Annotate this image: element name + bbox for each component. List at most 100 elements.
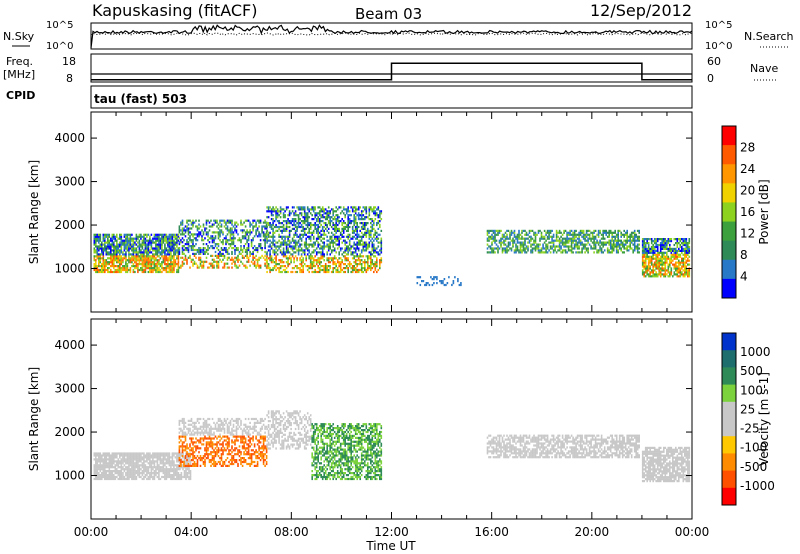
- cell: [219, 252, 221, 255]
- cell: [210, 235, 212, 238]
- cell: [348, 239, 351, 242]
- cell: [290, 229, 292, 232]
- cell: [521, 237, 523, 240]
- cell: [360, 268, 363, 272]
- cell: [374, 233, 377, 236]
- cell: [259, 233, 262, 236]
- cell: [146, 245, 148, 248]
- cell: [627, 249, 630, 252]
- cell: [176, 245, 178, 248]
- cell: [162, 237, 165, 240]
- cell: [238, 250, 241, 254]
- cell: [137, 270, 139, 274]
- cell: [354, 270, 357, 274]
- cell: [140, 452, 142, 455]
- cell: [123, 267, 126, 270]
- cell: [356, 270, 358, 274]
- cell: [253, 219, 256, 222]
- cell: [98, 249, 100, 252]
- cell: [102, 270, 105, 274]
- cell: [356, 268, 358, 272]
- cell: [128, 261, 130, 264]
- cell: [266, 216, 268, 219]
- cell: [687, 259, 689, 262]
- cell: [380, 243, 383, 246]
- cell: [333, 255, 336, 258]
- cell: [636, 237, 639, 240]
- cell: [284, 243, 286, 246]
- cell: [302, 249, 304, 252]
- cell: [365, 247, 368, 250]
- cell: [108, 477, 111, 481]
- cell: [675, 253, 677, 256]
- cell: [338, 245, 340, 248]
- cell: [176, 239, 178, 242]
- cell: [138, 456, 141, 459]
- cell: [252, 254, 254, 257]
- cell: [288, 239, 291, 242]
- cell: [635, 235, 637, 238]
- cell: [623, 233, 625, 236]
- cell: [104, 456, 106, 459]
- cell: [202, 223, 205, 226]
- cell: [560, 245, 562, 248]
- cell: [494, 241, 496, 244]
- cell: [177, 247, 180, 250]
- cell: [644, 242, 647, 245]
- cell: [688, 255, 691, 258]
- cell: [308, 265, 310, 268]
- cell: [105, 265, 108, 268]
- cell: [646, 257, 648, 260]
- cell: [129, 253, 132, 256]
- cell: [226, 250, 229, 254]
- cell: [646, 247, 648, 250]
- cell: [644, 267, 647, 270]
- cell: [664, 240, 667, 243]
- cell: [368, 267, 371, 270]
- cell: [578, 235, 580, 238]
- cell: [501, 247, 504, 250]
- freq-label-2: [MHz]: [3, 68, 35, 81]
- cell: [486, 247, 489, 250]
- cell: [296, 222, 298, 225]
- cell: [134, 259, 136, 262]
- cell: [135, 466, 138, 469]
- cell: [364, 218, 366, 221]
- cell: [546, 251, 549, 254]
- cell: [132, 454, 135, 457]
- cell: [650, 249, 653, 252]
- cell: [603, 229, 606, 232]
- cell: [137, 460, 139, 463]
- cell: [217, 233, 220, 236]
- cell: [117, 247, 120, 250]
- cell: [131, 239, 133, 242]
- cell: [296, 249, 298, 252]
- cell: [167, 261, 169, 264]
- cell: [659, 269, 662, 272]
- cell: [256, 227, 259, 230]
- cell: [220, 252, 223, 255]
- cell: [267, 208, 270, 211]
- cell: [276, 241, 279, 244]
- cell: [315, 227, 318, 230]
- cell: [211, 237, 214, 240]
- cell: [602, 245, 604, 248]
- cell: [146, 474, 148, 477]
- cell: [661, 245, 663, 249]
- cell: [181, 252, 184, 255]
- cell: [488, 245, 490, 248]
- cell: [303, 214, 306, 217]
- cell: [117, 464, 120, 467]
- cell: [599, 229, 601, 232]
- cell: [436, 278, 438, 281]
- cell: [161, 235, 163, 238]
- cell: [570, 239, 573, 242]
- cell: [329, 253, 331, 256]
- cell: [126, 235, 129, 238]
- cell: [162, 452, 165, 455]
- cell: [371, 253, 374, 256]
- cell: [249, 221, 251, 224]
- cell: [336, 218, 339, 221]
- cell: [600, 247, 603, 250]
- cell: [222, 239, 224, 242]
